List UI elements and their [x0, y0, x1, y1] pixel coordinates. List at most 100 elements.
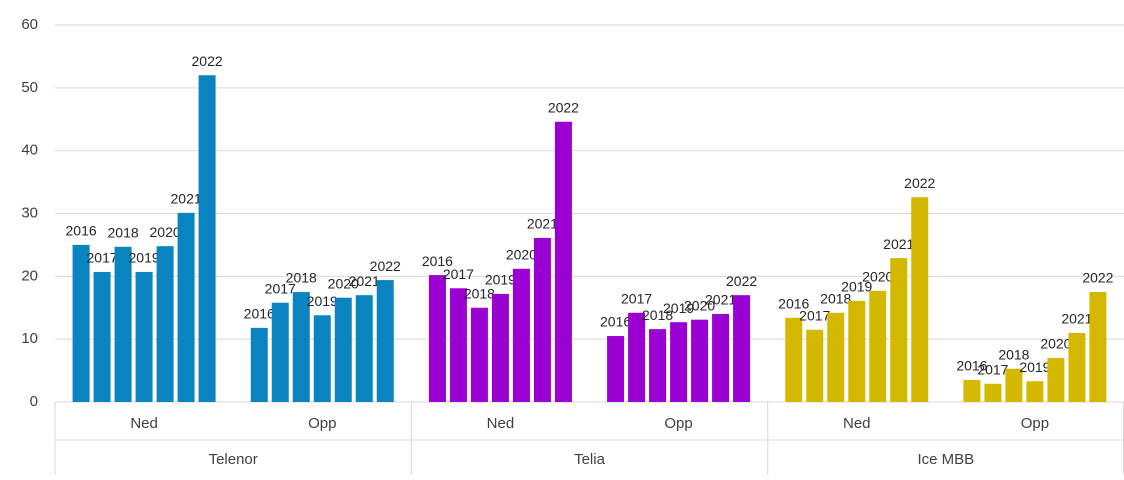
subgroup-label: Ned — [487, 415, 515, 432]
value-label: 2021 — [171, 191, 202, 207]
bar — [1026, 381, 1044, 402]
bar — [712, 314, 730, 402]
bar — [691, 319, 709, 402]
bar — [670, 322, 688, 402]
value-label: 2016 — [66, 223, 97, 239]
value-label: 2022 — [1082, 270, 1113, 286]
value-label: 2022 — [904, 175, 935, 191]
value-label: 2021 — [705, 292, 736, 308]
bar — [1089, 292, 1107, 402]
value-label: 2020 — [1040, 336, 1071, 352]
y-tick-label: 20 — [21, 267, 38, 284]
bar — [848, 300, 866, 402]
value-label: 2018 — [286, 270, 317, 286]
value-label: 2019 — [663, 300, 694, 316]
value-label: 2021 — [883, 236, 914, 252]
subgroup-label: Ned — [130, 415, 158, 432]
bar — [890, 258, 908, 402]
value-label: 2018 — [108, 225, 139, 241]
value-label: 2021 — [1061, 311, 1092, 327]
value-label: 2018 — [820, 290, 851, 306]
bar — [827, 312, 845, 402]
value-label: 2017 — [977, 361, 1008, 377]
y-tick-label: 30 — [21, 204, 38, 221]
value-label: 2022 — [548, 99, 579, 115]
value-label: 2020 — [684, 297, 715, 313]
bar — [491, 293, 509, 402]
group-label: Ice MBB — [917, 451, 974, 468]
bar — [806, 329, 824, 402]
value-label: 2018 — [642, 307, 673, 323]
bar — [1005, 368, 1023, 402]
bar — [271, 302, 289, 402]
value-label: 2017 — [87, 250, 118, 266]
bar — [533, 238, 551, 402]
value-label: 2019 — [307, 293, 338, 309]
value-label: 2021 — [349, 273, 380, 289]
value-label: 2017 — [265, 280, 296, 296]
value-label: 2019 — [841, 279, 872, 295]
value-label: 2019 — [1019, 359, 1050, 375]
subgroup-label: Opp — [308, 415, 336, 432]
value-label: 2020 — [150, 224, 181, 240]
value-label: 2016 — [600, 314, 631, 330]
group-label: Telia — [574, 451, 606, 468]
y-tick-label: 0 — [30, 393, 38, 410]
subgroup-label: Ned — [843, 415, 871, 432]
bar — [156, 246, 174, 402]
bar — [72, 244, 90, 402]
bar — [449, 288, 467, 402]
y-tick-label: 40 — [21, 142, 38, 159]
subgroup-label: Opp — [664, 415, 692, 432]
value-label: 2022 — [370, 258, 401, 274]
value-label: 2022 — [192, 53, 223, 69]
bar — [733, 295, 751, 402]
bar — [292, 292, 310, 402]
value-label: 2017 — [799, 307, 830, 323]
bar — [93, 271, 111, 402]
y-tick-label: 60 — [21, 16, 38, 33]
bar — [135, 271, 153, 402]
bar — [607, 336, 625, 402]
bar — [785, 317, 803, 402]
value-label: 2020 — [506, 246, 537, 262]
bar — [313, 315, 331, 402]
bar — [869, 290, 887, 402]
value-label: 2017 — [443, 266, 474, 282]
value-label: 2018 — [998, 346, 1029, 362]
bar — [198, 75, 216, 403]
bar — [1068, 332, 1086, 402]
value-label: 2018 — [464, 285, 495, 301]
group-label: Telenor — [209, 451, 258, 468]
value-label: 2017 — [621, 290, 652, 306]
bar — [376, 280, 394, 402]
bar — [177, 212, 195, 402]
bar — [554, 121, 572, 402]
bar — [114, 246, 132, 402]
bar — [250, 327, 268, 402]
bar — [334, 297, 352, 402]
bar — [911, 197, 929, 402]
value-label: 2020 — [328, 275, 359, 291]
value-label: 2016 — [956, 358, 987, 374]
value-label: 2019 — [485, 272, 516, 288]
bar — [984, 383, 1002, 402]
subgroup-label: Opp — [1021, 415, 1049, 432]
bar — [963, 380, 981, 402]
value-label: 2019 — [129, 250, 160, 266]
value-label: 2016 — [422, 253, 453, 269]
bar — [1047, 358, 1065, 402]
value-label: 2016 — [778, 296, 809, 312]
bar — [470, 307, 488, 402]
bar — [355, 295, 373, 402]
y-tick-label: 10 — [21, 330, 38, 347]
value-label: 2016 — [244, 306, 275, 322]
bar — [428, 275, 446, 402]
bar — [628, 312, 646, 402]
value-label: 2022 — [726, 273, 757, 289]
value-label: 2020 — [862, 268, 893, 284]
bar — [649, 329, 667, 402]
bar — [512, 268, 530, 402]
